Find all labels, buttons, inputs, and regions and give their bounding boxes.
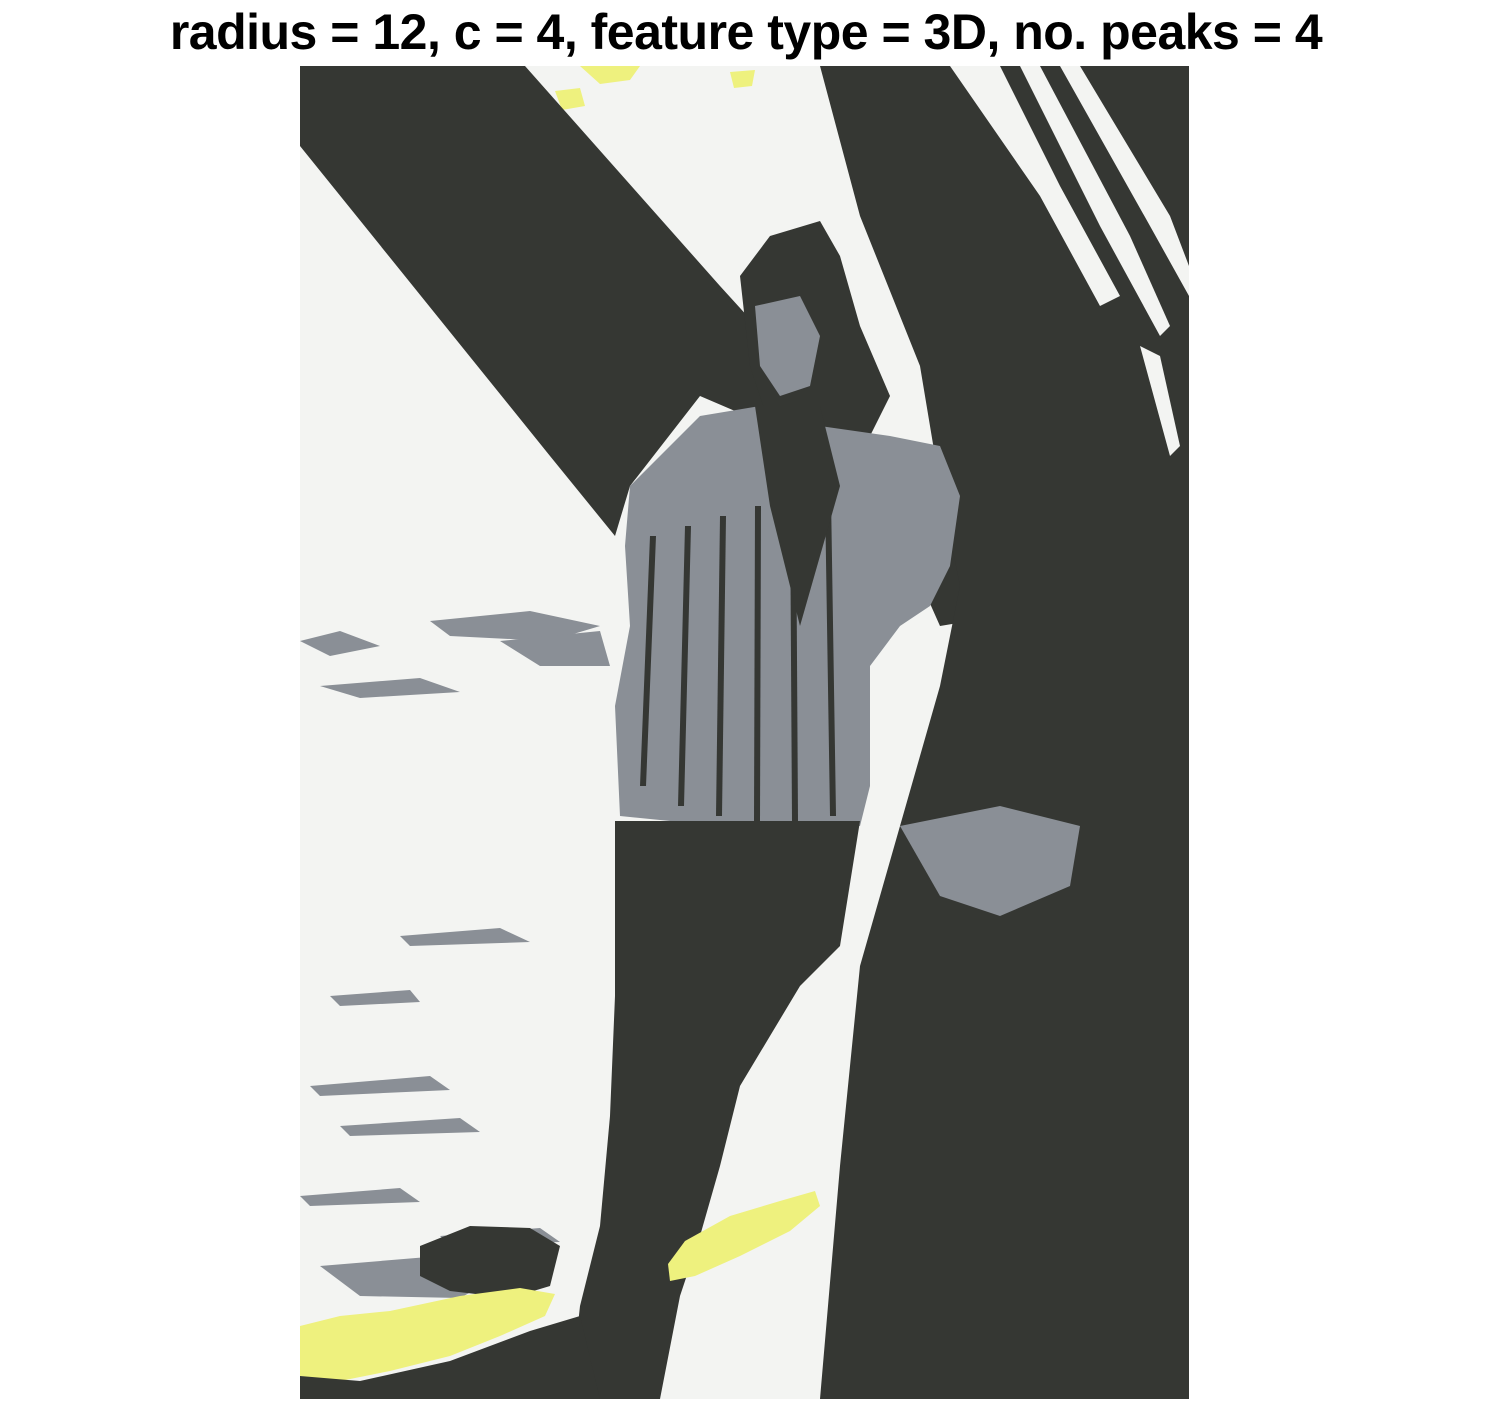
segment-dark-legs bbox=[570, 821, 860, 1399]
segment-light-bark-streaks bbox=[950, 66, 1189, 456]
segment-dark-rock bbox=[420, 1226, 560, 1298]
segment-dark-tree-trunk bbox=[300, 66, 1000, 626]
segment-yellow-bottom-left bbox=[300, 1288, 555, 1381]
segment-yellow-top-3 bbox=[730, 70, 755, 88]
segment-gray-sweater bbox=[615, 406, 960, 826]
segment-gray-face bbox=[755, 296, 820, 396]
figure-title: radius = 12, c = 4, feature type = 3D, n… bbox=[169, 4, 1323, 60]
segment-yellow-bottom-mid bbox=[668, 1191, 820, 1281]
segment-yellow-top-2 bbox=[555, 88, 585, 110]
segment-dark-sweater-ribs bbox=[640, 406, 840, 821]
segment-dark-grass-bottom bbox=[300, 1316, 600, 1399]
segment-gray-water-ripples bbox=[300, 611, 1080, 1298]
segment-dark-tree-right bbox=[820, 66, 1189, 1399]
segment-yellow-top-1 bbox=[580, 66, 640, 84]
segmented-image bbox=[300, 66, 1189, 1399]
